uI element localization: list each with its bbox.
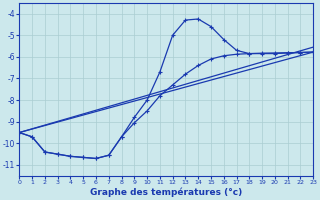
X-axis label: Graphe des températures (°c): Graphe des températures (°c) xyxy=(90,188,242,197)
